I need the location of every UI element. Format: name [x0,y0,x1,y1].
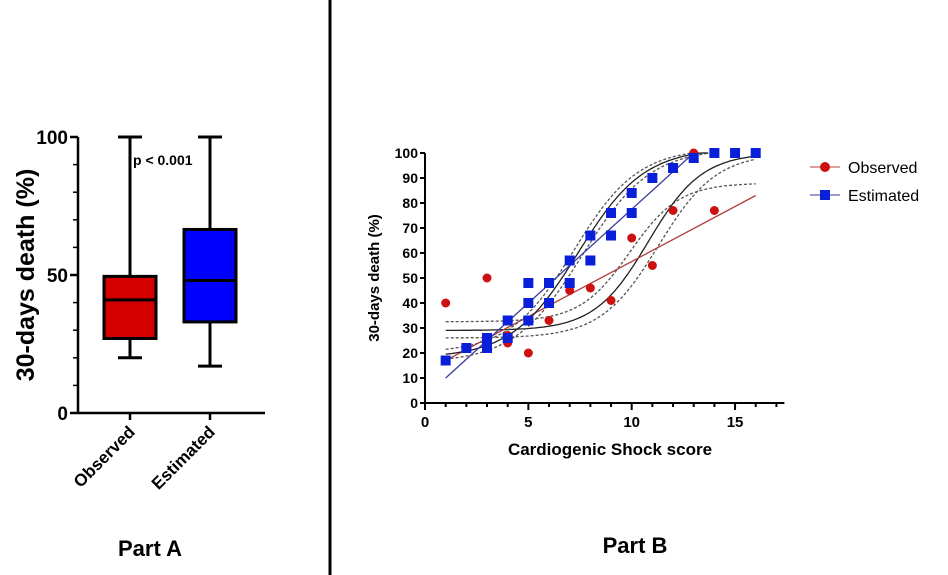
estimated-point [523,298,534,308]
y-tick-label: 30 [402,320,418,336]
y-tick-label: 90 [402,170,418,186]
estimated-point [585,230,596,241]
y-tick-label: 50 [47,266,68,287]
estimated-point [482,343,493,353]
estimated-point [461,343,472,353]
estimated-sigmoid-fit [445,152,709,355]
observed-point [647,261,657,270]
estimated-point [482,333,493,343]
part-a-y-axis-label: 30-days death (%) [12,169,40,382]
estimated-point [709,148,720,158]
estimated-point [606,230,617,241]
estimated-sigmoid-ci-band [445,152,709,350]
estimated-point [502,315,513,326]
box-estimated [182,227,238,324]
part-a-boxplot: 30-days death (%) p < 0.001 Part A 0 50 10… [12,128,265,561]
observed-point [627,233,637,243]
estimated-point [440,355,451,366]
estimated-point [750,148,761,158]
estimated-point [544,298,555,308]
legend-estimated-marker [820,190,830,200]
x-tick-label: 10 [623,414,640,431]
estimated-point [523,315,534,326]
estimated-sigmoid-ci-band [445,152,709,360]
estimated-point [502,333,513,343]
part-b-scatter: 30-days death (%) Cardiogenic Shock scor… [366,145,919,558]
estimated-point [626,208,637,218]
observed-point [709,206,719,215]
estimated-point [523,278,534,288]
y-tick-label: 100 [36,128,68,149]
y-tick-label: 40 [402,295,418,311]
estimated-point [647,173,658,183]
observed-sigmoid-fit [445,155,756,332]
y-tick-label: 70 [402,220,418,236]
y-tick-label: 50 [402,270,418,286]
observed-point [544,316,554,325]
observed-sigmoid-ci-band [445,158,756,339]
y-tick-label: 10 [402,370,418,386]
y-tick-label: 0 [57,404,68,425]
part-b-x-axis-label: Cardiogenic Shock score [508,440,712,459]
observed-point [523,348,533,358]
x-tick-label: 0 [421,414,429,431]
observed-point [441,298,451,308]
estimated-point [730,148,741,158]
legend-observed-marker [820,162,830,172]
observed-linear-fit [445,194,757,362]
y-tick-label: 60 [402,245,418,261]
y-tick-label: 0 [410,395,418,411]
part-b-label: Part B [603,533,668,558]
observed-sigmoid-ci-band [445,183,756,323]
estimated-point [688,153,699,163]
x-tick-label: 5 [524,414,532,431]
part-b-y-axis-label: 30-days death (%) [366,214,383,342]
observed-point [585,283,595,293]
estimated-point [668,163,679,173]
x-tick-label: Observed [70,422,139,491]
legend: Observed Estimated [810,160,919,205]
x-tick-label: 15 [727,414,744,431]
legend-observed-label: Observed [848,160,917,177]
estimated-point [606,208,617,218]
y-tick-label: 20 [402,345,418,361]
estimated-point [564,255,575,266]
estimated-point [544,278,555,288]
part-a-label: Part A [118,536,182,561]
box-observed [102,274,158,340]
x-tick-label: Estimated [148,422,219,493]
estimated-point [626,188,637,198]
observed-point [606,296,616,305]
y-tick-label: 100 [395,145,419,161]
observed-point [482,273,492,283]
estimated-point [564,278,575,288]
y-tick-label: 80 [402,195,418,211]
estimated-point [585,255,596,266]
legend-estimated-label: Estimated [848,188,919,205]
observed-point [565,286,575,295]
observed-point [668,206,678,215]
p-value-annotation: p < 0.001 [133,152,193,168]
